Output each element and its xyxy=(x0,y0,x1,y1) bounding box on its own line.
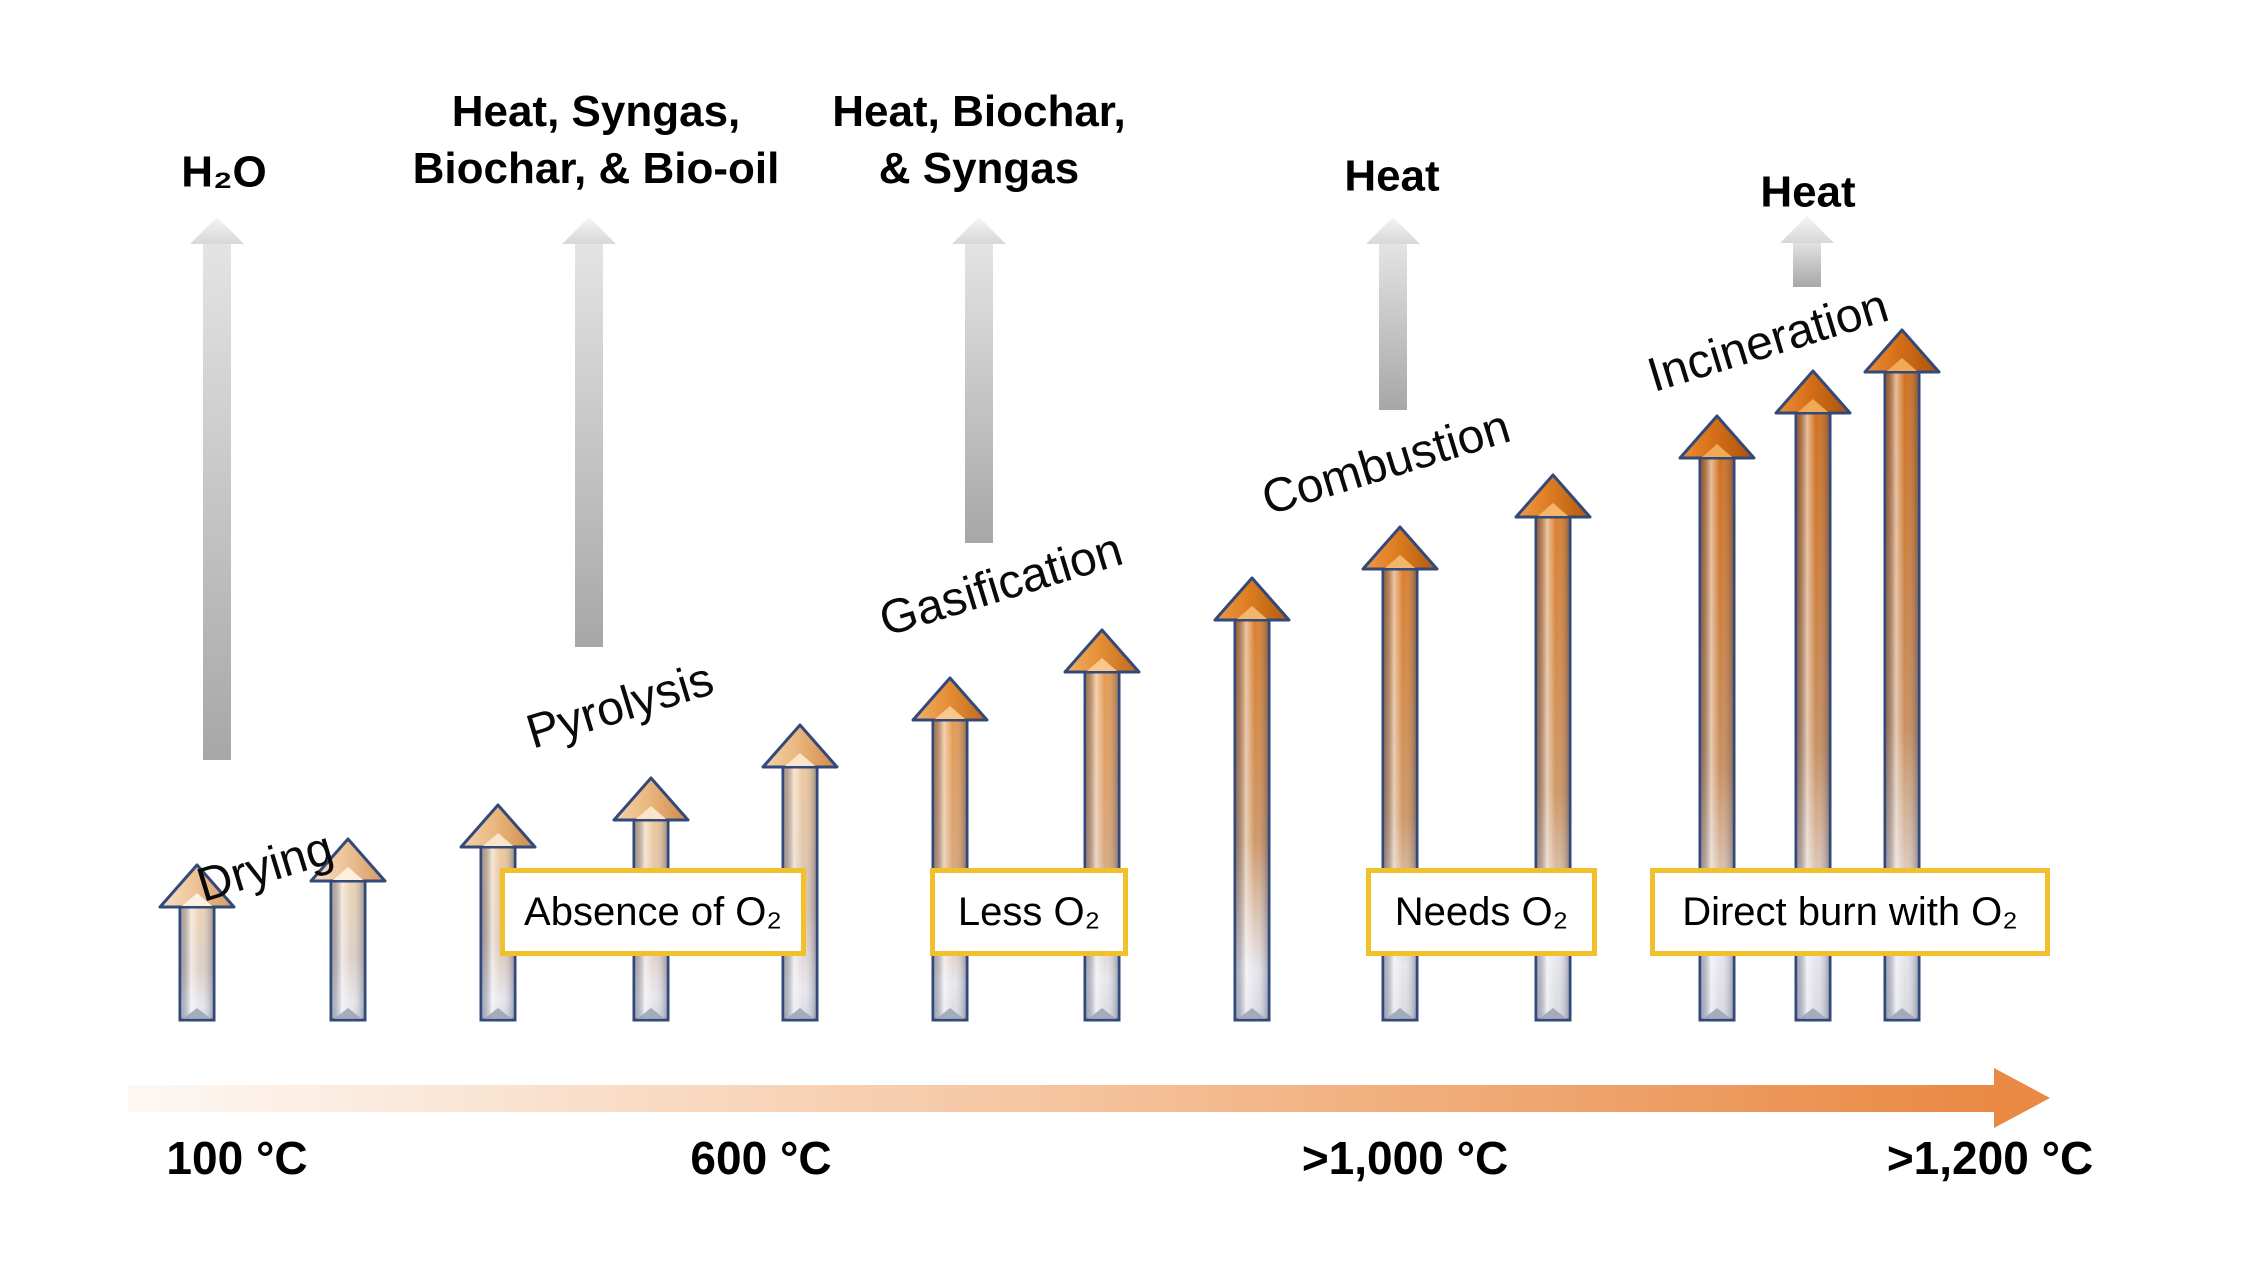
axis-tick-label: >1,200 °C xyxy=(1886,1132,2094,1184)
process-arrow-icon xyxy=(309,837,387,1022)
product-label: Heat, Syngas, Biochar, & Bio-oil xyxy=(412,86,780,193)
axis-tick-label: 600 °C xyxy=(690,1132,832,1184)
process-arrow-icon xyxy=(911,676,989,1022)
axis-tick-label: >1,000 °C xyxy=(1301,1132,1509,1184)
temperature-axis-bar xyxy=(128,1084,1995,1112)
temperature-axis-arrowhead-icon xyxy=(1994,1068,2050,1128)
condition-box: Absence of O₂ xyxy=(500,868,806,956)
product-arrow-icon xyxy=(952,217,1006,543)
condition-box: Less O₂ xyxy=(930,868,1128,956)
process-arrow-icon xyxy=(158,863,236,1022)
product-arrow-icon xyxy=(1366,217,1420,410)
product-label: H₂O xyxy=(181,147,267,197)
process-label: Incineration xyxy=(1641,279,1895,403)
process-arrow-icon xyxy=(1213,576,1291,1022)
process-arrow-icon xyxy=(1063,628,1141,1022)
product-arrow-icon xyxy=(1780,216,1834,287)
process-label: Pyrolysis xyxy=(520,652,720,760)
product-label: Heat xyxy=(1344,151,1440,201)
condition-box: Direct burn with O₂ xyxy=(1650,868,2050,956)
product-arrow-icon xyxy=(562,217,616,647)
product-label: Heat, Biochar, & Syngas xyxy=(832,86,1126,193)
product-arrow-icon xyxy=(190,217,244,760)
product-label: Heat xyxy=(1760,167,1856,217)
axis-tick-label: 100 °C xyxy=(166,1132,308,1184)
condition-box: Needs O₂ xyxy=(1366,868,1597,956)
process-label: Combustion xyxy=(1255,400,1517,526)
